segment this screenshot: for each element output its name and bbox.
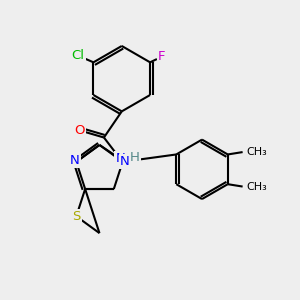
- Text: CH₃: CH₃: [246, 147, 267, 157]
- Text: F: F: [158, 50, 165, 64]
- Text: N: N: [70, 154, 80, 167]
- Text: S: S: [72, 210, 80, 223]
- Text: H: H: [130, 151, 140, 164]
- Text: O: O: [74, 124, 85, 137]
- Text: N: N: [120, 155, 130, 168]
- Text: Cl: Cl: [71, 49, 85, 62]
- Text: CH₃: CH₃: [246, 182, 267, 192]
- Text: N: N: [116, 152, 125, 165]
